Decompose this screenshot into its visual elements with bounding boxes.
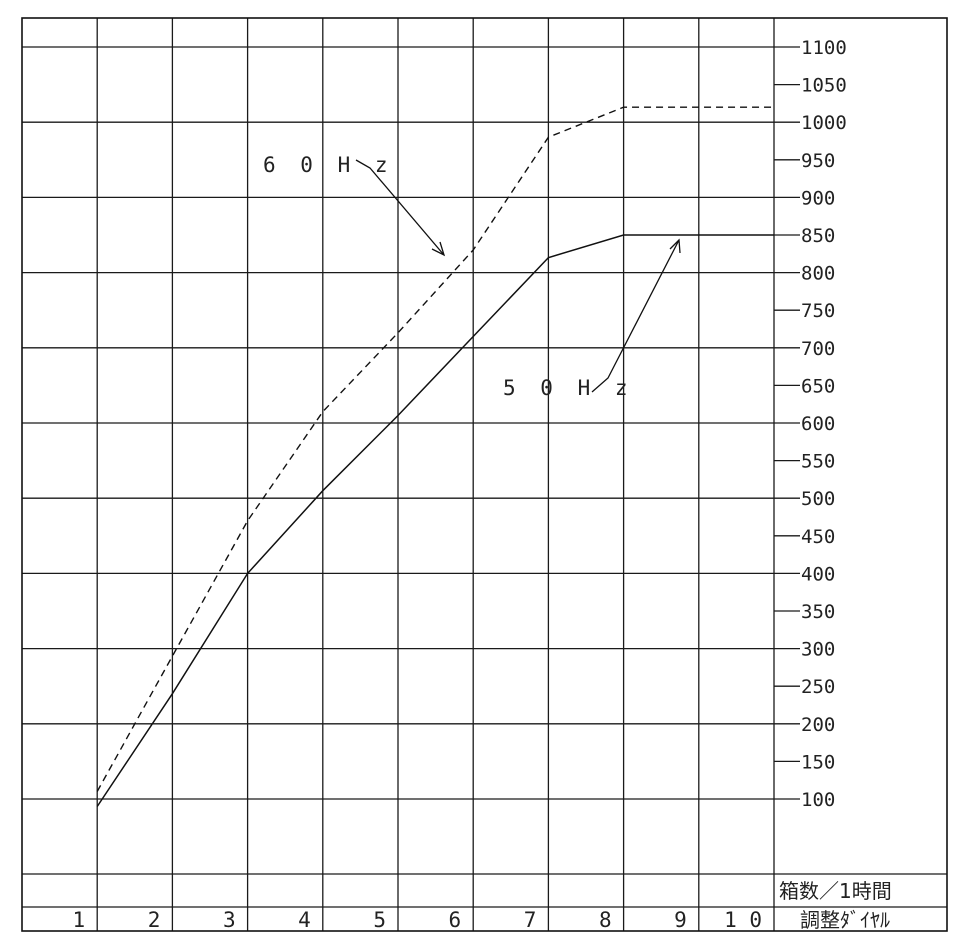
annotation-60hz-arrowhead [431,241,446,257]
y-tick-label: 250 [801,676,835,698]
y-tick-label: 900 [801,187,835,209]
y-tick-label: 600 [801,413,835,435]
y-tick-label: 300 [801,639,835,661]
y-tick-label: 500 [801,488,835,510]
x-tick-label: 3 [223,908,236,932]
x-tick-label: 9 [674,908,687,932]
annotation-50hz-label: 5 0 H z [503,376,634,400]
series-50hz-line [96,234,774,807]
y-axis-ticks: 1100 1050 1000 950 900 850 800 750 700 650 600 550 5… [774,37,847,811]
annotation-50hz-arrowhead [669,238,681,254]
y-tick-label: 850 [801,225,835,247]
x-tick-label: 6 [449,908,462,932]
x-tick-label: 5 [373,908,386,932]
y-tick-label: 1100 [801,37,847,59]
annotation-60hz-arrow [355,159,445,256]
x-tick-label: 2 [148,908,161,932]
x-tick-label: 1 [73,908,86,932]
x-tick-label: 8 [599,908,612,932]
series-60hz-line [96,106,774,792]
y-tick-label: 150 [801,751,835,773]
y-tick-label: 800 [801,263,835,285]
y-tick-label: 700 [801,338,835,360]
chart-grid [22,18,947,931]
annotation-50hz-arrow [591,239,680,393]
y-tick-label: 200 [801,714,835,736]
y-tick-label: 1050 [801,75,847,97]
y-tick-label: 100 [801,789,835,811]
annotation-60hz-label: 6 0 H z [263,153,394,177]
y-tick-label: 1000 [801,112,847,134]
y-tick-label: 450 [801,526,835,548]
chart-frame [21,17,948,932]
y-tick-label: 550 [801,451,835,473]
x-tick-label: 7 [524,908,537,932]
annotations: 6 0 H z 5 0 H z [263,153,681,400]
x-tick-label: 1 0 [724,908,762,932]
x-axis-labels: 1 2 3 4 5 6 7 8 9 1 0 [73,908,762,932]
y-axis-unit-label: 箱数／1時間 [779,879,892,903]
y-tick-label: 400 [801,563,835,585]
y-tick-label: 750 [801,300,835,322]
x-tick-label: 4 [298,908,311,932]
y-tick-label: 650 [801,375,835,397]
y-tick-label: 950 [801,150,835,172]
series-lines [96,106,774,807]
y-tick-label: 350 [801,601,835,623]
x-axis-title-label: 調整ﾀﾞｲﾔﾙ [800,908,890,932]
